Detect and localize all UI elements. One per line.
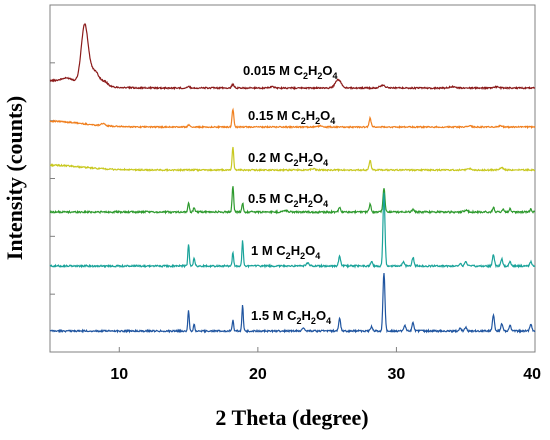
x-tick-label: 20 bbox=[249, 366, 267, 383]
x-tick-label: 30 bbox=[388, 366, 406, 383]
x-tick-label: 40 bbox=[523, 366, 541, 383]
x-axis-ticks: 10 20 30 40 bbox=[110, 347, 541, 383]
series-label: 1 M C2H2O4 bbox=[251, 243, 320, 261]
series-line bbox=[49, 146, 536, 173]
series-label: 1.5 M C2H2O4 bbox=[251, 308, 331, 326]
series-label: 0.015 M C2H2O4 bbox=[243, 63, 338, 81]
x-axis-title: 2 Theta (degree) bbox=[215, 405, 368, 430]
plot-area: 10 20 30 40 0.015 M C2H2O4 0.15 M C2H2O4 0.2 … bbox=[49, 4, 541, 383]
series-line bbox=[49, 272, 536, 334]
plot-frame bbox=[49, 4, 536, 353]
series-label: 0.2 M C2H2O4 bbox=[248, 150, 328, 168]
series-label: 0.15 M C2H2O4 bbox=[248, 108, 335, 126]
y-axis-title: Intensity (counts) bbox=[2, 96, 27, 260]
series-line bbox=[49, 192, 536, 269]
y-axis-ticks bbox=[50, 62, 55, 295]
x-tick-label: 10 bbox=[110, 366, 128, 383]
series-line bbox=[49, 186, 536, 215]
series-labels: 0.015 M C2H2O4 0.15 M C2H2O4 0.2 M C2H2O4 0… bbox=[243, 63, 338, 326]
series-line bbox=[49, 107, 536, 130]
series-lines bbox=[49, 22, 536, 334]
series-line bbox=[49, 22, 535, 91]
series-label: 0.5 M C2H2O4 bbox=[248, 191, 328, 209]
